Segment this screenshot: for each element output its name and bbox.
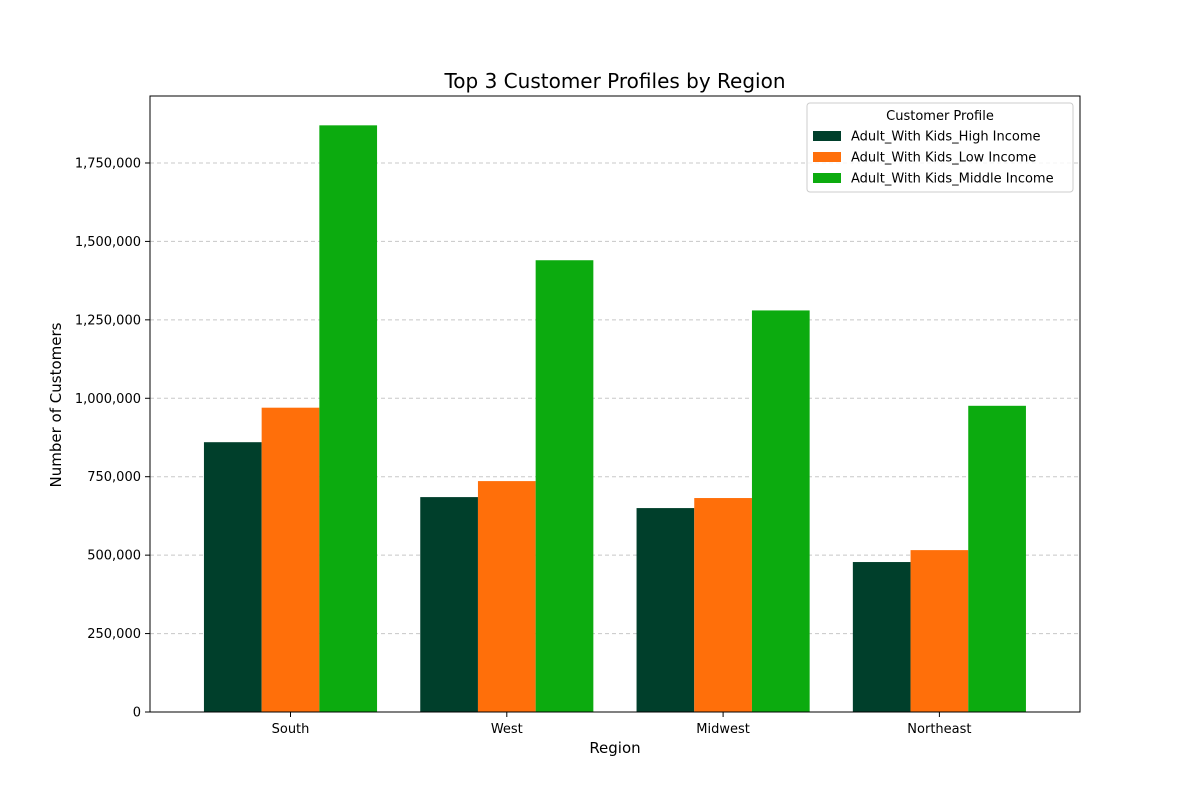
x-tick-label: South xyxy=(272,722,310,737)
legend-swatch xyxy=(813,173,841,183)
y-tick-label: 1,000,000 xyxy=(75,392,141,407)
y-tick-label: 1,750,000 xyxy=(75,156,141,171)
plot-frame xyxy=(149,95,1081,713)
bar-south-series-3 xyxy=(319,125,378,713)
bars xyxy=(203,125,1026,713)
legend: Customer Profile Adult_With Kids_High In… xyxy=(806,102,1074,193)
y-tick-label: 1,250,000 xyxy=(75,313,141,328)
y-tick-label: 0 xyxy=(133,706,141,721)
legend-label: Adult_With Kids_Middle Income xyxy=(851,172,1054,187)
bar-midwest-series-2 xyxy=(694,498,752,712)
legend-title: Customer Profile xyxy=(886,109,994,124)
bar-northeast-series-2 xyxy=(910,550,969,712)
y-tick-label: 750,000 xyxy=(87,470,141,485)
x-tick-label: Midwest xyxy=(696,722,750,737)
legend-swatch xyxy=(813,152,841,162)
bar-south-series-2 xyxy=(261,407,320,712)
bar-west-series-3 xyxy=(535,260,594,712)
y-tick-label: 250,000 xyxy=(87,627,141,642)
y-axis-label: Number of Customers xyxy=(47,322,65,487)
bar-south-series-1 xyxy=(203,442,262,712)
legend-frame xyxy=(806,102,1074,193)
x-tick-label: Northeast xyxy=(907,722,971,737)
bar-midwest-series-3 xyxy=(751,310,810,712)
legend-label: Adult_With Kids_High Income xyxy=(851,130,1041,145)
axes: 0 250,000 500,000 750,000 1,000,000 1,250,000… xyxy=(75,95,1081,737)
y-tick-label: 500,000 xyxy=(87,549,141,564)
x-axis-label: Region xyxy=(589,739,640,757)
chart-title: Top 3 Customer Profiles by Region xyxy=(443,69,785,93)
legend-label: Adult_With Kids_Low Income xyxy=(851,151,1036,166)
bar-west-series-1 xyxy=(420,497,478,712)
bar-midwest-series-1 xyxy=(636,508,695,712)
legend-swatch xyxy=(813,131,841,141)
y-tick-label: 1,500,000 xyxy=(75,235,141,250)
bar-northeast-series-1 xyxy=(852,562,911,712)
x-tick-label: West xyxy=(491,722,523,737)
bar-west-series-2 xyxy=(477,481,536,712)
bar-northeast-series-3 xyxy=(968,405,1026,712)
